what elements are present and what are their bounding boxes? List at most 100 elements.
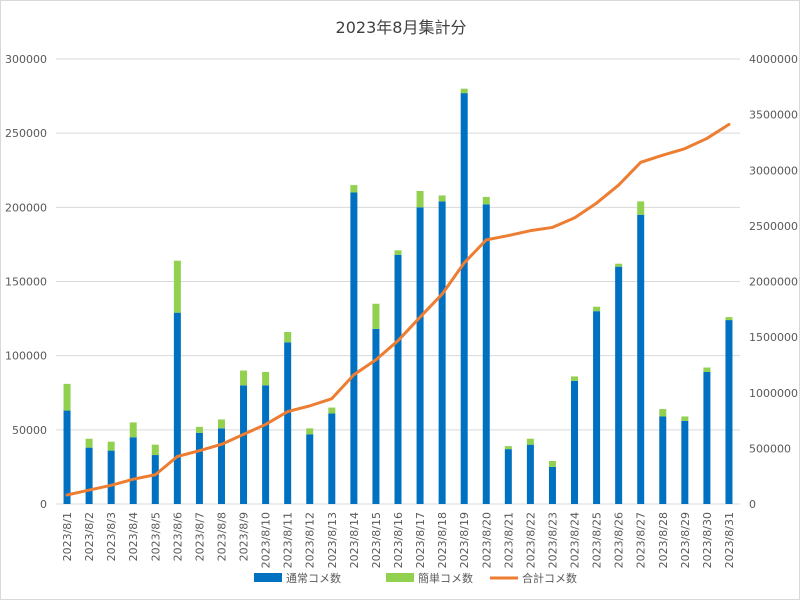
bar-normal bbox=[328, 413, 336, 504]
bar-simple bbox=[372, 303, 380, 329]
bar-normal bbox=[460, 93, 468, 504]
x-tick-label: 2023/8/4 bbox=[127, 512, 140, 561]
x-tick-label: 2023/8/16 bbox=[392, 512, 405, 568]
x-tick-label: 2023/8/13 bbox=[326, 512, 339, 568]
legend: 通常コメ数 簡単コメ数 合計コメ数 bbox=[254, 571, 577, 585]
right-tick-label: 3000000 bbox=[749, 164, 798, 177]
right-tick-label: 1500000 bbox=[749, 331, 798, 344]
x-tick-label: 2023/8/24 bbox=[569, 512, 582, 568]
bar-simple bbox=[659, 409, 667, 417]
x-tick-label: 2023/8/19 bbox=[458, 512, 471, 568]
bar-normal bbox=[526, 444, 534, 504]
left-axis-ticks: 0 50000 100000 150000 200000 250000 300000 bbox=[5, 53, 47, 511]
x-tick-label: 2023/8/23 bbox=[546, 512, 559, 568]
bar-normal bbox=[107, 450, 115, 504]
line-total bbox=[65, 122, 731, 497]
x-tick-label: 2023/8/11 bbox=[282, 512, 295, 568]
x-tick-label: 2023/8/21 bbox=[502, 512, 515, 568]
x-tick-label: 2023/8/15 bbox=[370, 512, 383, 568]
right-tick-label: 2500000 bbox=[749, 220, 798, 233]
x-tick-label: 2023/8/10 bbox=[260, 512, 273, 568]
bar-simple bbox=[504, 446, 512, 450]
x-tick-label: 2023/8/5 bbox=[149, 512, 162, 561]
bar-simple bbox=[571, 376, 579, 381]
bar-normal bbox=[438, 201, 446, 504]
x-tick-label: 2023/8/9 bbox=[238, 512, 251, 561]
bar-simple bbox=[107, 441, 115, 451]
right-tick-label: 0 bbox=[749, 498, 756, 511]
bar-series bbox=[63, 88, 733, 505]
bar-normal bbox=[394, 254, 402, 504]
bar-simple bbox=[262, 371, 270, 386]
bar-simple bbox=[85, 438, 93, 448]
bar-simple bbox=[548, 460, 556, 467]
bar-normal bbox=[262, 385, 270, 504]
right-axis-ticks: 0 500000 1000000 1500000 2000000 2500000 30000… bbox=[749, 53, 798, 511]
right-tick-label: 4000000 bbox=[749, 53, 798, 66]
chart-title: 2023年8月集計分 bbox=[336, 18, 467, 37]
bar-simple bbox=[195, 426, 203, 433]
bar-normal bbox=[504, 449, 512, 504]
legend-swatch-simple bbox=[386, 573, 414, 582]
bar-simple bbox=[593, 306, 601, 312]
bar-simple bbox=[637, 201, 645, 215]
bar-simple bbox=[482, 196, 490, 205]
x-tick-label: 2023/8/26 bbox=[613, 512, 626, 568]
bar-simple bbox=[703, 367, 711, 372]
bar-normal bbox=[416, 207, 424, 505]
bar-normal bbox=[703, 371, 711, 504]
bar-normal bbox=[681, 420, 689, 504]
x-tick-label: 2023/8/12 bbox=[304, 512, 317, 568]
x-tick-label: 2023/8/29 bbox=[679, 512, 692, 568]
bar-normal bbox=[725, 320, 733, 504]
bar-normal bbox=[63, 410, 71, 504]
right-tick-label: 3500000 bbox=[749, 109, 798, 122]
bar-normal bbox=[284, 342, 292, 504]
left-tick-label: 100000 bbox=[5, 350, 47, 363]
bar-normal bbox=[372, 328, 380, 504]
bar-simple bbox=[284, 331, 292, 343]
x-tick-label: 2023/8/14 bbox=[348, 512, 361, 568]
bar-simple bbox=[151, 444, 159, 456]
legend-label-simple: 簡単コメ数 bbox=[418, 571, 473, 585]
bar-normal bbox=[240, 385, 248, 504]
bar-simple bbox=[725, 317, 733, 321]
bar-normal bbox=[659, 416, 667, 504]
x-tick-label: 2023/8/25 bbox=[591, 512, 604, 568]
x-tick-label: 2023/8/22 bbox=[524, 512, 537, 568]
x-tick-label: 2023/8/27 bbox=[635, 512, 648, 568]
x-tick-label: 2023/8/2 bbox=[83, 512, 96, 561]
legend-label-total: 合計コメ数 bbox=[522, 571, 577, 585]
left-tick-label: 200000 bbox=[5, 201, 47, 214]
bar-simple bbox=[438, 195, 446, 202]
bar-normal bbox=[173, 312, 181, 504]
bar-normal bbox=[195, 432, 203, 504]
bar-simple bbox=[63, 383, 71, 411]
right-tick-label: 2000000 bbox=[749, 276, 798, 289]
x-tick-label: 2023/8/28 bbox=[657, 512, 670, 568]
bar-normal bbox=[637, 214, 645, 504]
left-tick-label: 150000 bbox=[5, 276, 47, 289]
left-tick-label: 50000 bbox=[12, 424, 47, 437]
bar-normal bbox=[129, 437, 137, 504]
bar-simple bbox=[173, 260, 181, 313]
bar-simple bbox=[416, 191, 424, 208]
x-tick-label: 2023/8/20 bbox=[480, 512, 493, 568]
x-tick-label: 2023/8/17 bbox=[414, 512, 427, 568]
bar-simple bbox=[217, 419, 225, 429]
bar-normal bbox=[615, 266, 623, 504]
bar-simple bbox=[306, 428, 314, 435]
x-tick-label: 2023/8/31 bbox=[723, 512, 736, 568]
x-tick-label: 2023/8/18 bbox=[436, 512, 449, 568]
legend-label-normal: 通常コメ数 bbox=[286, 572, 341, 585]
x-tick-label: 2023/8/3 bbox=[105, 512, 118, 561]
bar-normal bbox=[306, 434, 314, 504]
bar-normal bbox=[593, 311, 601, 504]
bar-simple bbox=[129, 422, 137, 438]
right-tick-label: 1000000 bbox=[749, 387, 798, 400]
bar-simple bbox=[240, 370, 248, 386]
bar-normal bbox=[548, 466, 556, 504]
right-tick-label: 500000 bbox=[749, 442, 791, 455]
